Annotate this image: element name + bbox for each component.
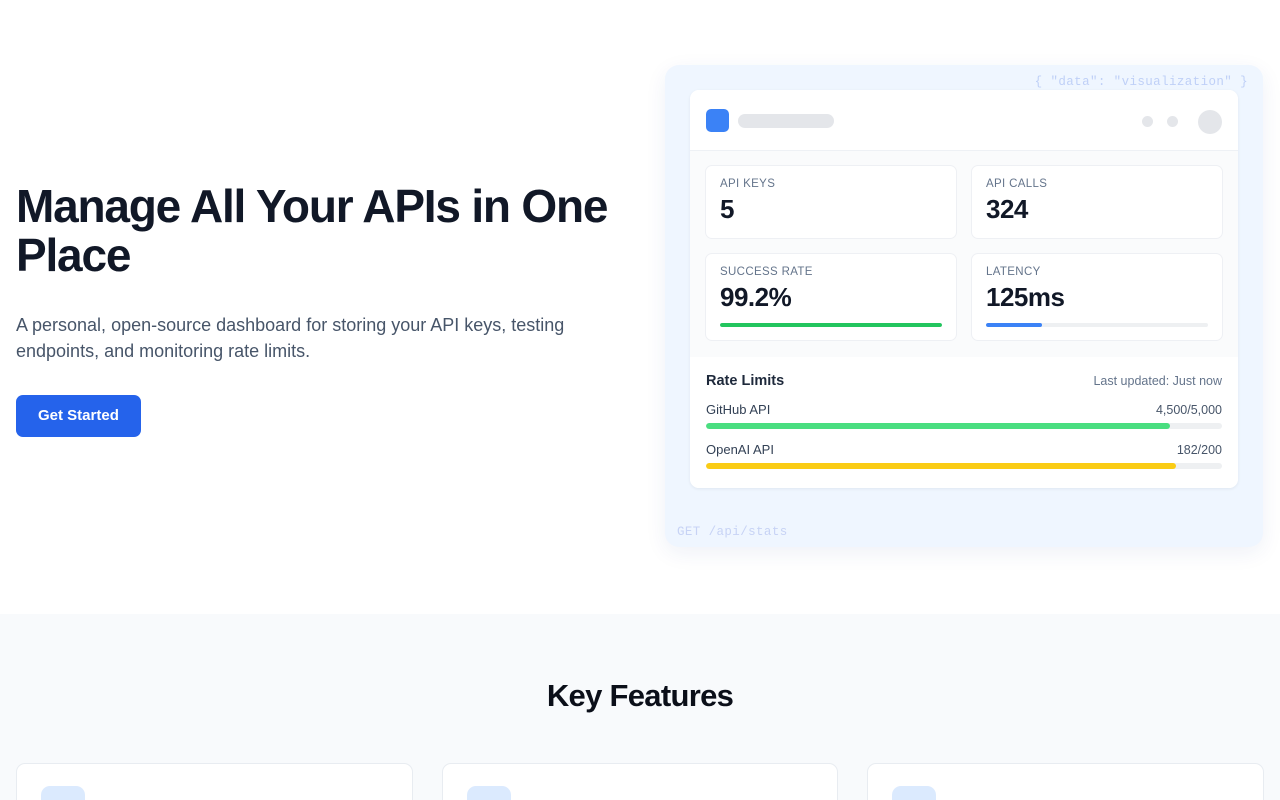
feature-card[interactable] — [16, 763, 413, 800]
dashboard-mockup-frame: { "data": "visualization" } GET /api/sta… — [665, 65, 1263, 547]
rate-limits-title: Rate Limits — [706, 373, 785, 389]
progress-fill — [986, 323, 1042, 327]
page-title: Manage All Your APIs in One Place — [16, 180, 608, 281]
rate-limits-section: Rate Limits Last updated: Just now GitHu… — [690, 357, 1238, 488]
stat-label: API KEYS — [720, 178, 776, 190]
nav-dot-icon — [1142, 116, 1153, 127]
stats-grid: API KEYS 5 API CALLS 324 SUCCESS RATE 99… — [690, 151, 1238, 357]
stat-card-api-calls: API CALLS 324 — [971, 165, 1223, 239]
get-started-button[interactable]: Get Started — [16, 394, 141, 437]
stats-row: API KEYS 5 API CALLS 324 — [705, 165, 1223, 239]
progress-fill — [706, 463, 1176, 469]
feature-card[interactable] — [867, 763, 1265, 800]
features-title: Key Features — [546, 678, 734, 713]
progress-fill — [720, 323, 942, 327]
api-endpoint-label: GET /api/stats — [677, 525, 788, 539]
rate-limit-line: GitHub API 4,500/5,000 — [706, 402, 1222, 417]
stat-label: SUCCESS RATE — [720, 266, 813, 278]
rate-limits-header: Rate Limits Last updated: Just now — [706, 373, 1222, 389]
rate-limit-count: 4,500/5,000 — [1155, 403, 1222, 417]
feature-icon — [466, 786, 511, 800]
rate-limit-count: 182/200 — [1176, 443, 1222, 457]
last-updated-label: Last updated: Just now — [1093, 374, 1222, 388]
success-rate-progress — [720, 323, 942, 327]
rate-limit-name: GitHub API — [706, 402, 771, 417]
stat-value: 99.2% — [720, 282, 792, 312]
features-grid — [16, 763, 1265, 800]
features-section: Key Features — [0, 614, 1280, 800]
nav-dot-icon — [1167, 116, 1178, 127]
stat-label: LATENCY — [986, 266, 1041, 278]
feature-icon — [41, 786, 85, 800]
stats-row: SUCCESS RATE 99.2% LATENCY 125ms — [705, 253, 1223, 341]
rate-limit-progress — [706, 423, 1222, 429]
stat-card-api-keys: API KEYS 5 — [705, 165, 957, 239]
stat-value: 5 — [720, 194, 734, 224]
rate-limit-name: OpenAI API — [706, 442, 774, 457]
rate-limit-progress — [706, 463, 1222, 469]
rate-limit-line: OpenAI API 182/200 — [706, 442, 1222, 457]
placeholder-bar — [738, 114, 834, 128]
json-annotation-label: { "data": "visualization" } — [1034, 75, 1248, 89]
stat-value: 125ms — [986, 282, 1065, 312]
dashboard-preview-card: API KEYS 5 API CALLS 324 SUCCESS RATE 99… — [690, 90, 1238, 488]
stat-label: API CALLS — [986, 178, 1048, 190]
mockup-disclaimer: Interactive visualization - not an actua… — [706, 487, 1222, 488]
rate-limit-row: OpenAI API 182/200 — [706, 442, 1222, 469]
stat-card-success-rate: SUCCESS RATE 99.2% — [705, 253, 957, 341]
hero-subtitle: A personal, open-source dashboard for st… — [16, 314, 565, 361]
stat-card-latency: LATENCY 125ms — [971, 253, 1223, 341]
latency-progress — [986, 323, 1208, 327]
stat-value: 324 — [986, 194, 1028, 224]
progress-fill — [706, 423, 1171, 429]
app-logo-icon — [706, 109, 729, 132]
avatar — [1198, 110, 1222, 134]
hero-copy: Manage All Your APIs in One Place A pers… — [16, 182, 636, 437]
feature-card[interactable] — [441, 763, 839, 800]
hero-section: Manage All Your APIs in One Place A pers… — [16, 65, 1263, 547]
rate-limit-row: GitHub API 4,500/5,000 — [706, 402, 1222, 429]
feature-icon — [892, 786, 937, 800]
preview-window-header — [690, 90, 1238, 151]
